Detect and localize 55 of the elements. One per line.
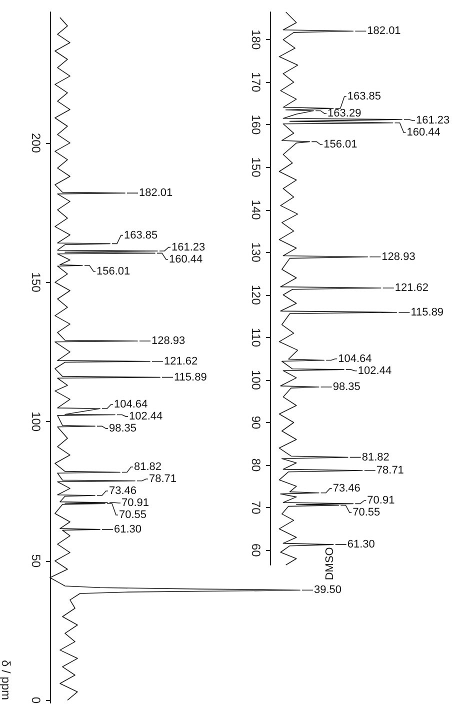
y-tick-label: 120 [249, 284, 263, 306]
annotation: 78.71 [376, 464, 404, 477]
annotation: 156.01 [96, 265, 130, 278]
annotation: 73.46 [332, 482, 360, 495]
annotation: 81.82 [362, 451, 390, 464]
y-tick-label: 160 [249, 114, 263, 136]
annotation: 102.44 [129, 410, 163, 423]
annotation: 70.55 [119, 509, 147, 522]
y-tick-label: 60 [249, 543, 263, 558]
annotation: 70.91 [367, 494, 395, 507]
annotation: 104.64 [114, 398, 148, 411]
annotation: 161.23 [172, 241, 206, 254]
annotation: 115.89 [410, 306, 444, 318]
y-tick-label: 130 [249, 242, 263, 263]
annotation: 160.44 [406, 126, 440, 139]
annotation: 73.46 [109, 485, 137, 497]
annotation: 161.23 [416, 114, 450, 127]
annotation: 61.30 [347, 538, 375, 551]
annotation: 98.35 [332, 380, 360, 393]
annotation: 182.01 [367, 25, 401, 38]
annotation: 39.50 [314, 584, 342, 596]
annotation: 81.82 [134, 460, 162, 473]
annotation: 163.85 [124, 229, 158, 242]
y-tick-label: 100 [249, 370, 263, 390]
annotation: 98.35 [109, 422, 137, 435]
y-tick-label: 80 [249, 458, 263, 472]
y-tick-label: 150 [249, 157, 263, 178]
y-tick-label: 150 [29, 272, 43, 293]
annotation: 128.93 [382, 250, 416, 263]
annotation: 70.55 [352, 506, 380, 519]
y-tick-label: 50 [29, 554, 43, 568]
y-tick-label: 140 [249, 200, 263, 220]
annotation: 78.71 [149, 472, 177, 485]
y-tick-label: 90 [249, 416, 263, 430]
annotation: 61.30 [114, 523, 142, 536]
annotation: 115.89 [174, 371, 207, 384]
annotation: 121.62 [164, 355, 198, 368]
y-tick-label: 170 [249, 72, 263, 93]
annotation: 102.44 [358, 364, 392, 377]
y-tick-label: 180 [249, 30, 263, 50]
annotation: 182.01 [139, 187, 173, 200]
y-tick-label: 100 [29, 412, 43, 432]
annotation: 121.62 [394, 282, 429, 294]
annotation: DMSO [324, 546, 336, 580]
annotation: 128.93 [152, 334, 186, 347]
y-tick-label: 200 [29, 132, 43, 154]
y-tick-label: 0 [29, 696, 43, 704]
y-tick-label: 70 [249, 500, 263, 515]
annotation: 156.01 [324, 138, 358, 151]
annotation: 160.44 [169, 253, 203, 266]
annotation: 104.64 [338, 352, 372, 365]
annotation: 163.29 [328, 108, 362, 120]
annotation: 163.85 [347, 90, 382, 103]
annotation: 70.91 [122, 497, 150, 510]
y-tick-label: 110 [249, 328, 263, 348]
